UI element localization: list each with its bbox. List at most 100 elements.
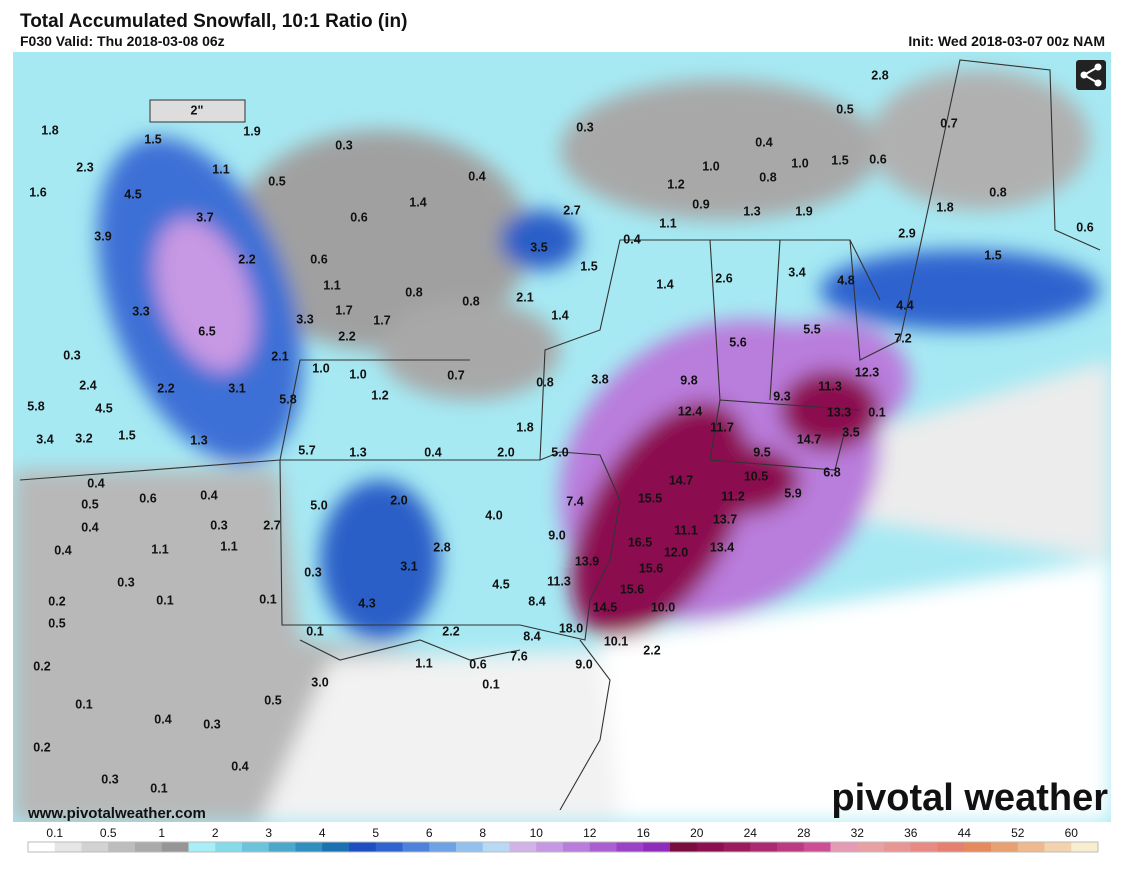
snowfall-label: 0.8 xyxy=(536,375,553,389)
snowfall-label: 1.1 xyxy=(415,656,432,670)
snowfall-label: 13.4 xyxy=(710,540,734,554)
snowfall-label: 0.8 xyxy=(462,294,479,308)
snowfall-label: 1.7 xyxy=(373,313,390,327)
snowfall-label: 2.9 xyxy=(898,226,915,240)
snowfall-label: 2.1 xyxy=(271,349,288,363)
legend-tick-label: 2 xyxy=(212,826,219,840)
snowfall-label: 18.0 xyxy=(559,621,583,635)
legend-swatch xyxy=(28,842,56,852)
snowfall-label: 1.4 xyxy=(409,195,426,209)
legend-swatch xyxy=(402,842,430,852)
snowfall-label: 4.4 xyxy=(896,298,913,312)
snowfall-label: 0.1 xyxy=(306,624,323,638)
legend-swatch xyxy=(1071,842,1099,852)
legend-swatch xyxy=(242,842,270,852)
snowfall-label: 0.6 xyxy=(350,210,367,224)
snowfall-label: 2.2 xyxy=(157,381,174,395)
snowfall-label: 0.4 xyxy=(424,445,441,459)
snowfall-label: 0.5 xyxy=(81,497,98,511)
legend-tick-label: 28 xyxy=(797,826,811,840)
snowfall-label: 9.5 xyxy=(753,445,770,459)
snowfall-label: 0.3 xyxy=(117,575,134,589)
share-icon xyxy=(1080,63,1102,87)
snowfall-label: 2.0 xyxy=(390,493,407,507)
snowfall-label: 2.4 xyxy=(79,378,96,392)
snowfall-label: 0.4 xyxy=(200,488,217,502)
snowfall-label: 0.3 xyxy=(101,772,118,786)
snowfall-label: 0.3 xyxy=(335,138,352,152)
logo: pivotal weather xyxy=(831,777,1108,819)
legend-swatch xyxy=(830,842,858,852)
snowfall-label: 0.4 xyxy=(623,232,640,246)
snowfall-label: 1.1 xyxy=(323,278,340,292)
snowfall-label: 1.5 xyxy=(831,153,848,167)
legend-swatch xyxy=(81,842,109,852)
snowfall-label: 1.0 xyxy=(349,367,366,381)
legend-swatch xyxy=(322,842,350,852)
snowfall-label: 6.5 xyxy=(198,324,215,338)
snowfall-label: 1.2 xyxy=(667,177,684,191)
snowfall-label: 5.8 xyxy=(27,399,44,413)
snowfall-label: 8.4 xyxy=(523,629,540,643)
init-time: Init: Wed 2018-03-07 00z NAM xyxy=(908,33,1105,49)
snowfall-label: 1.0 xyxy=(791,156,808,170)
snowfall-label: 12.0 xyxy=(664,545,688,559)
legend-swatch xyxy=(108,842,136,852)
legend-tick-label: 44 xyxy=(958,826,972,840)
legend-swatch xyxy=(215,842,243,852)
snowfall-label: 10.5 xyxy=(744,469,768,483)
snowfall-label: 8.4 xyxy=(528,594,545,608)
snowfall-label: 1.4 xyxy=(656,277,673,291)
snowfall-label: 1.0 xyxy=(312,361,329,375)
legend-tick-label: 24 xyxy=(744,826,758,840)
snowfall-label: 9.0 xyxy=(575,657,592,671)
snowfall-label: 0.1 xyxy=(868,405,885,419)
snowfall-label: 14.7 xyxy=(669,473,693,487)
snowfall-label: 1.5 xyxy=(580,259,597,273)
snowfall-label: 3.3 xyxy=(132,304,149,318)
snowfall-label: 4.3 xyxy=(358,596,375,610)
legend-swatch xyxy=(910,842,938,852)
legend-swatch xyxy=(723,842,751,852)
snowfall-label: 9.0 xyxy=(548,528,565,542)
snowfall-label: 12.3 xyxy=(855,365,879,379)
legend-swatch xyxy=(589,842,617,852)
snowfall-label: 3.8 xyxy=(591,372,608,386)
snowfall-label: 2.6 xyxy=(715,271,732,285)
legend-swatch xyxy=(643,842,671,852)
snowfall-label: 3.9 xyxy=(94,229,111,243)
legend-tick-label: 0.1 xyxy=(46,826,63,840)
legend-tick-label: 6 xyxy=(426,826,433,840)
snowfall-label: 0.4 xyxy=(755,135,772,149)
snowfall-label: 7.2 xyxy=(894,331,911,345)
snowfall-label: 0.2 xyxy=(33,659,50,673)
snowfall-label: 4.5 xyxy=(492,577,509,591)
legend-swatch xyxy=(268,842,296,852)
snowfall-label: 0.4 xyxy=(231,759,248,773)
snowfall-label: 5.0 xyxy=(310,498,327,512)
snowfall-label: 1.1 xyxy=(151,542,168,556)
snowfall-label: 1.4 xyxy=(551,308,568,322)
snowfall-label: 3.0 xyxy=(311,675,328,689)
snowfall-label: 7.4 xyxy=(566,494,583,508)
legend-swatch xyxy=(937,842,965,852)
legend-swatch xyxy=(349,842,377,852)
snowfall-label: 0.2 xyxy=(33,740,50,754)
snowfall-label: 0.4 xyxy=(54,543,71,557)
snowfall-label: 1.5 xyxy=(118,428,135,442)
snowfall-label: 0.4 xyxy=(81,520,98,534)
snowfall-label: 0.8 xyxy=(989,185,1006,199)
snowfall-label: 16.5 xyxy=(628,535,652,549)
snowfall-label: 2.7 xyxy=(263,518,280,532)
snowfall-label: 1.8 xyxy=(516,420,533,434)
snowfall-label: 0.1 xyxy=(259,592,276,606)
snowfall-label: 0.8 xyxy=(759,170,776,184)
snowfall-label: 12.4 xyxy=(678,404,702,418)
snowfall-label: 3.5 xyxy=(530,240,547,254)
snowfall-label: 0.6 xyxy=(469,657,486,671)
legend-swatch xyxy=(750,842,778,852)
snowfall-label: 5.6 xyxy=(729,335,746,349)
legend-tick-label: 4 xyxy=(319,826,326,840)
legend-swatch xyxy=(375,842,403,852)
